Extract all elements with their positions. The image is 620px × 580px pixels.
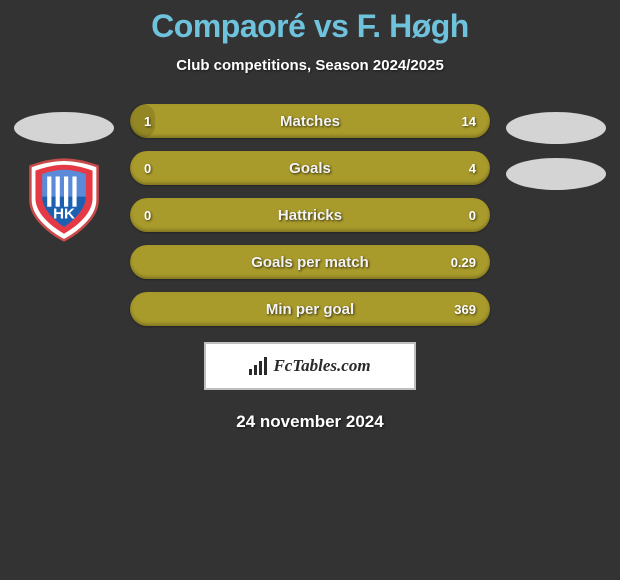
stat-label: Hattricks xyxy=(130,207,490,224)
player-left-avatar-placeholder xyxy=(14,112,114,144)
brand-chart-icon xyxy=(249,357,267,375)
stat-bar-goals: 0Goals4 xyxy=(130,151,490,185)
stat-label: Matches xyxy=(130,113,490,130)
stat-label: Goals xyxy=(130,160,490,177)
club-logo-left: HK xyxy=(22,158,106,242)
subtitle: Club competitions, Season 2024/2025 xyxy=(0,57,620,74)
comparison-panel: HK 1Matches14 0Goals4 0Hattricks0 Goals per… xyxy=(0,104,620,326)
right-column xyxy=(496,104,616,326)
date: 24 november 2024 xyxy=(0,412,620,432)
stat-bar-hattricks: 0Hattricks0 xyxy=(130,198,490,232)
page-title: Compaoré vs F. Høgh xyxy=(0,0,620,45)
player-right-avatar-placeholder xyxy=(506,112,606,144)
stat-bar-goals-per-match: Goals per match0.29 xyxy=(130,245,490,279)
stat-label: Min per goal xyxy=(130,301,490,318)
stat-label: Goals per match xyxy=(130,254,490,271)
stat-bars: 1Matches14 0Goals4 0Hattricks0 Goals per ma… xyxy=(124,104,496,326)
svg-text:HK: HK xyxy=(53,205,75,222)
club-logo-right-placeholder xyxy=(506,158,606,190)
stat-bar-matches: 1Matches14 xyxy=(130,104,490,138)
brand-text: FcTables.com xyxy=(273,356,370,376)
brand-logo: FcTables.com xyxy=(204,342,416,390)
stat-bar-min-per-goal: Min per goal369 xyxy=(130,292,490,326)
left-column: HK xyxy=(4,104,124,326)
